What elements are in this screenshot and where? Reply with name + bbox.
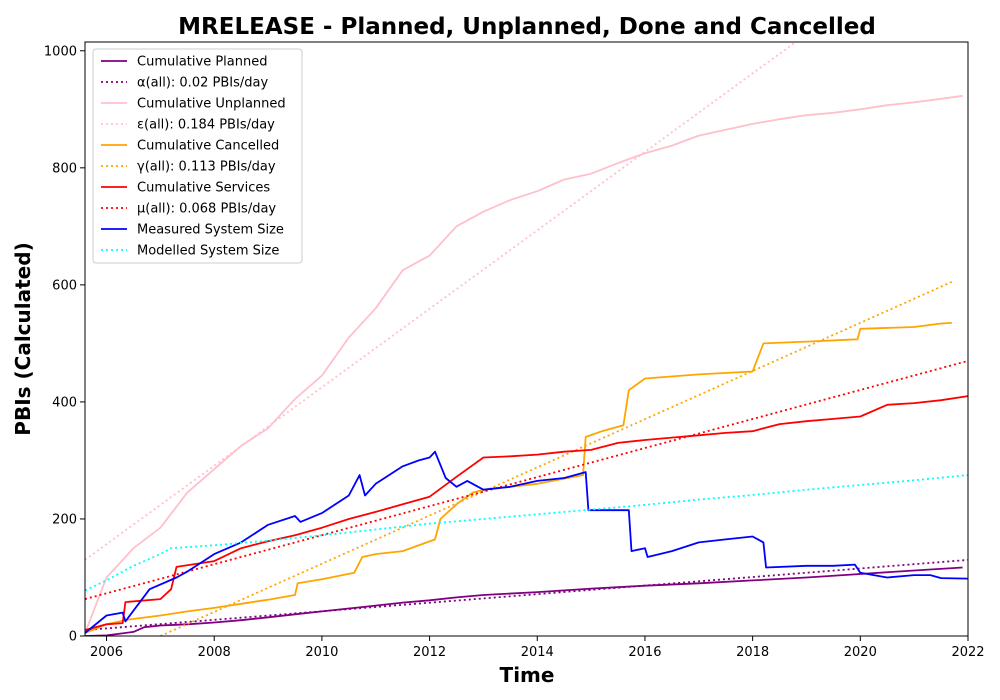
legend-label: μ(all): 0.068 PBIs/day [137,202,276,217]
series-line-8 [85,450,968,634]
series-line-7 [85,360,968,600]
x-axis-label: Time [500,663,555,687]
legend-label: α(all): 0.02 PBIs/day [137,76,268,91]
plot-frame [84,41,969,637]
series-line-4 [85,322,952,634]
y-axis: 0 200 400 600 800 1000 [44,44,85,645]
x-tick-label: 2022 [951,645,984,660]
x-tick-label: 2012 [413,645,446,660]
legend-label: Modelled System Size [137,244,279,259]
series-line-3 [85,42,797,561]
legend-label: Cumulative Services [137,181,270,196]
legend-label: Cumulative Planned [137,55,267,70]
y-tick-label: 400 [52,395,77,410]
legend-label: Cumulative Cancelled [137,139,279,154]
series-line-0 [85,566,963,636]
x-tick-label: 2010 [305,645,338,660]
y-tick-label: 0 [69,630,77,645]
series-line-2 [85,94,963,634]
x-tick-label: 2018 [736,645,769,660]
chart-title: MRELEASE - Planned, Unplanned, Done and … [178,14,876,40]
x-tick-label: 2006 [90,645,123,660]
plot-area [85,42,968,636]
legend-box [92,48,303,264]
legend-label: Measured System Size [137,223,284,238]
series-line-1 [85,559,968,631]
x-tick-label: 2016 [628,645,661,660]
legend-label: γ(all): 0.113 PBIs/day [137,160,276,175]
series-line-9 [85,474,968,592]
y-axis-label: PBIs (Calculated) [11,242,35,435]
x-tick-label: 2014 [521,645,554,660]
x-axis: 2006 2008 2010 2012 2014 2016 2018 2020 2022 [90,636,985,660]
y-tick-label: 1000 [44,44,77,59]
y-tick-label: 200 [52,512,77,527]
y-tick-label: 800 [52,161,77,176]
legend: Cumulative Planned α(all): 0.02 PBIs/day C… [92,48,303,264]
x-tick-label: 2008 [198,645,231,660]
legend-label: ε(all): 0.184 PBIs/day [137,118,275,133]
y-tick-label: 600 [52,278,77,293]
x-tick-label: 2020 [844,645,877,660]
series-line-5 [160,281,953,636]
series-line-6 [85,395,968,631]
legend-label: Cumulative Unplanned [137,97,286,112]
